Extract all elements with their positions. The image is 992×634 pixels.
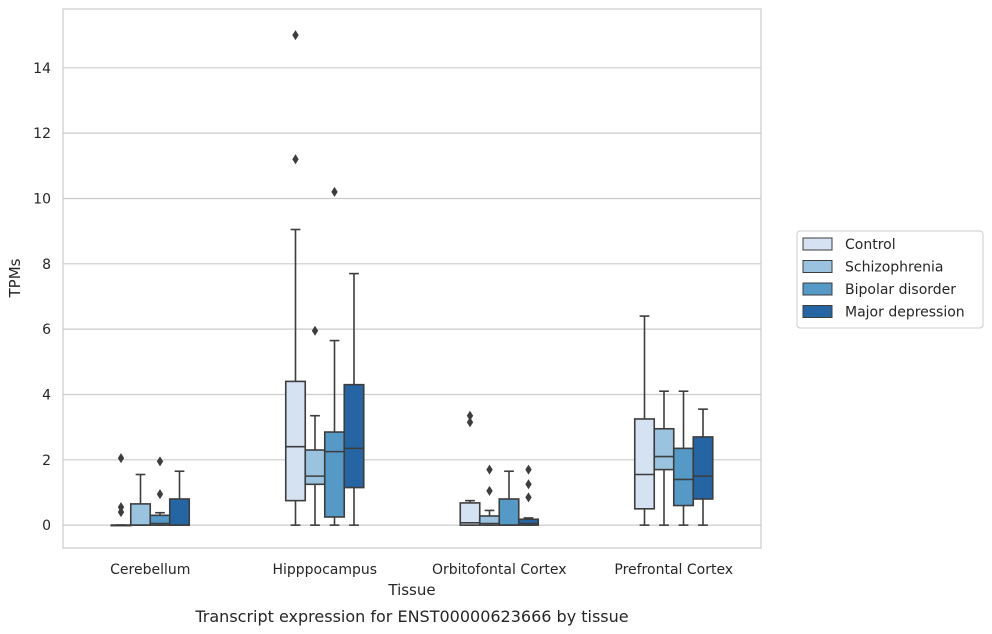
legend-swatch xyxy=(802,282,833,296)
outlier-point xyxy=(486,485,493,496)
legend: Control Schizophrenia Bipolar disorder Majo… xyxy=(796,230,984,329)
box-iqr xyxy=(343,383,365,489)
box xyxy=(459,410,481,526)
box-series xyxy=(110,30,714,527)
box-iqr xyxy=(459,502,481,526)
x-axis-label: Tissue xyxy=(387,581,435,599)
legend-label: Control xyxy=(845,237,896,253)
box-iqr xyxy=(304,449,326,486)
box xyxy=(168,470,191,526)
box-iqr xyxy=(129,503,152,526)
box xyxy=(110,453,132,527)
x-tick-label: Orbitofontal Cortex xyxy=(432,562,567,578)
outlier-point xyxy=(156,456,164,467)
box xyxy=(478,464,501,526)
legend-label: Major depression xyxy=(845,305,965,321)
series-schizophrenia xyxy=(129,325,675,526)
y-tick-label: 6 xyxy=(42,322,51,338)
x-tick-label: Cerebellum xyxy=(110,562,190,578)
box-iqr xyxy=(284,380,307,502)
outlier-point xyxy=(525,492,532,503)
box-iqr xyxy=(498,498,520,526)
outlier-point xyxy=(331,186,338,197)
box-iqr xyxy=(653,427,675,471)
legend-swatch xyxy=(802,305,833,318)
legend-label: Schizophrenia xyxy=(845,260,943,276)
box-iqr xyxy=(168,498,191,526)
outlier-point xyxy=(117,453,125,464)
box xyxy=(343,272,365,526)
outlier-point xyxy=(156,489,164,500)
y-axis-ticks: 0 2 4 6 8 10 12 14 xyxy=(33,61,51,534)
box xyxy=(129,473,152,526)
x-tick-label: Prefrontal Cortex xyxy=(614,562,733,578)
box-iqr xyxy=(692,436,714,500)
box xyxy=(633,315,656,526)
legend-label: Bipolar disorder xyxy=(845,282,956,298)
box xyxy=(323,186,346,526)
series-bipolar-disorder xyxy=(149,186,695,526)
box-iqr xyxy=(672,447,695,507)
legend-frame xyxy=(796,230,984,329)
box xyxy=(653,390,675,526)
y-axis-label: TPMs xyxy=(6,258,24,298)
y-tick-label: 12 xyxy=(33,126,51,142)
outlier-point xyxy=(525,479,532,490)
series-major-depression xyxy=(168,272,714,526)
legend-swatch xyxy=(802,260,833,273)
y-tick-label: 0 xyxy=(42,518,51,534)
y-tick-label: 4 xyxy=(42,387,51,403)
series-control xyxy=(110,30,656,527)
outlier-point xyxy=(466,417,474,428)
box xyxy=(284,30,307,526)
legend-swatch xyxy=(802,237,833,251)
y-tick-label: 14 xyxy=(33,61,51,77)
x-tick-label: Hipppocampus xyxy=(272,562,377,578)
box xyxy=(517,464,540,526)
box xyxy=(498,470,520,526)
y-tick-label: 8 xyxy=(42,257,51,273)
outlier-point xyxy=(525,464,532,475)
outlier-point xyxy=(486,464,493,475)
outlier-point xyxy=(292,154,299,165)
outlier-point xyxy=(311,325,319,336)
outlier-point xyxy=(466,410,474,421)
box xyxy=(149,456,171,526)
box xyxy=(692,408,714,526)
outlier-point xyxy=(292,30,299,41)
box-iqr xyxy=(323,431,346,518)
y-tick-label: 2 xyxy=(42,453,51,469)
box-iqr xyxy=(633,418,656,510)
outlier-point xyxy=(117,502,125,513)
box-iqr xyxy=(517,518,540,526)
x-axis-ticks: Cerebellum Hipppocampus Orbitofontal Corte… xyxy=(110,562,733,578)
box xyxy=(672,390,695,526)
y-tick-label: 10 xyxy=(33,191,51,207)
chart-caption: Transcript expression for ENST0000062366… xyxy=(194,607,628,626)
